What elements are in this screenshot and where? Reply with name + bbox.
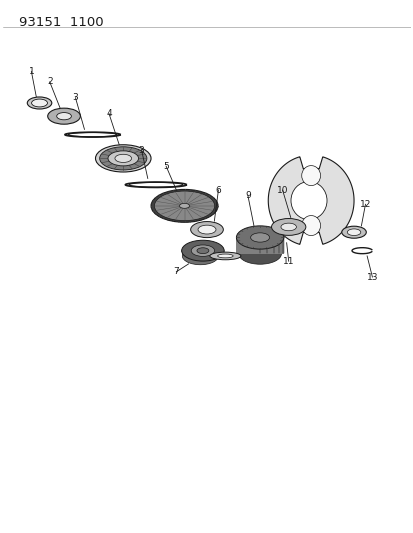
Ellipse shape <box>290 182 326 220</box>
Ellipse shape <box>95 145 151 172</box>
Ellipse shape <box>108 151 138 166</box>
Ellipse shape <box>182 247 218 265</box>
Ellipse shape <box>280 223 296 231</box>
Text: 7: 7 <box>173 267 179 276</box>
Ellipse shape <box>154 191 214 221</box>
Text: 9: 9 <box>244 191 250 200</box>
Ellipse shape <box>236 226 283 249</box>
Ellipse shape <box>301 166 320 185</box>
Polygon shape <box>236 238 283 254</box>
Ellipse shape <box>151 189 218 222</box>
Text: 6: 6 <box>215 185 221 195</box>
Ellipse shape <box>217 254 233 258</box>
Text: 3: 3 <box>72 93 78 102</box>
Ellipse shape <box>181 240 223 261</box>
Ellipse shape <box>115 154 131 163</box>
Ellipse shape <box>238 243 281 264</box>
Ellipse shape <box>347 229 360 236</box>
Text: 4: 4 <box>106 109 112 118</box>
Ellipse shape <box>271 219 305 236</box>
Ellipse shape <box>301 215 320 236</box>
Ellipse shape <box>179 204 189 208</box>
Ellipse shape <box>27 97 52 109</box>
Polygon shape <box>181 251 223 256</box>
Ellipse shape <box>197 248 208 254</box>
Polygon shape <box>268 157 353 244</box>
Text: 3: 3 <box>138 146 144 155</box>
Text: 1: 1 <box>28 67 34 76</box>
Text: 93151  1100: 93151 1100 <box>19 16 104 29</box>
Ellipse shape <box>341 226 366 238</box>
Text: 5: 5 <box>163 162 169 171</box>
Text: 10: 10 <box>276 185 287 195</box>
Ellipse shape <box>190 222 223 238</box>
Text: 2: 2 <box>47 77 52 86</box>
Ellipse shape <box>191 245 214 256</box>
Text: 11: 11 <box>282 257 294 266</box>
Text: 12: 12 <box>359 200 370 209</box>
Text: 13: 13 <box>366 272 377 281</box>
Ellipse shape <box>31 99 47 107</box>
Ellipse shape <box>250 233 269 242</box>
Ellipse shape <box>47 108 80 124</box>
Ellipse shape <box>57 112 71 120</box>
Ellipse shape <box>209 252 240 260</box>
Ellipse shape <box>100 147 147 170</box>
Ellipse shape <box>197 225 216 234</box>
